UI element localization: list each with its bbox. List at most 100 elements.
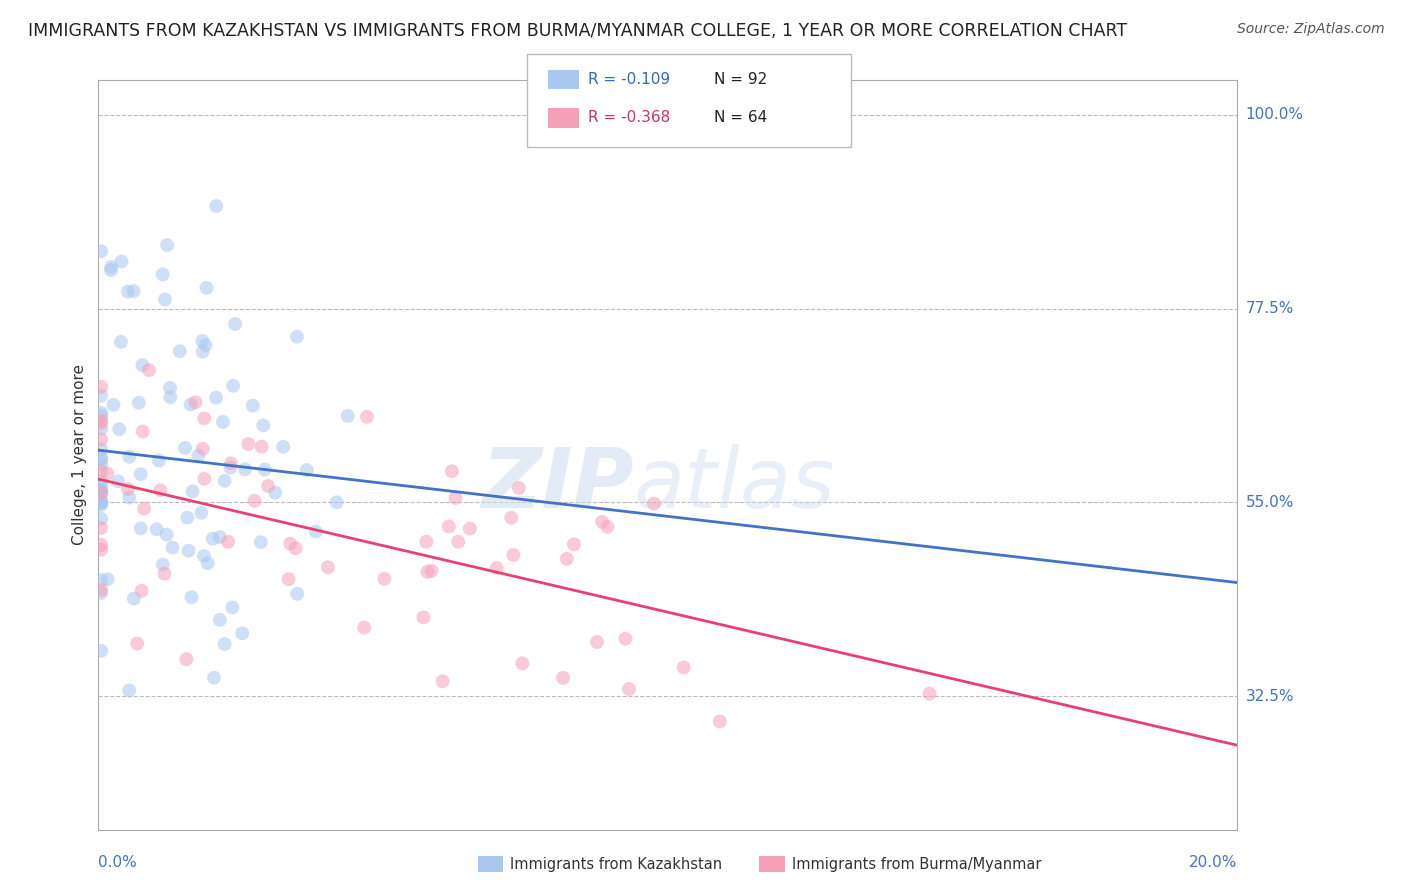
Point bbox=[110, 334, 132, 349]
Point bbox=[90, 486, 112, 500]
Text: atlas: atlas bbox=[634, 444, 835, 525]
Point bbox=[336, 409, 359, 423]
Point bbox=[90, 495, 112, 509]
Point bbox=[432, 674, 454, 689]
Point bbox=[586, 635, 609, 649]
Text: 55.0%: 55.0% bbox=[1246, 495, 1294, 510]
Point bbox=[108, 422, 131, 436]
Point bbox=[132, 425, 155, 439]
Point bbox=[118, 450, 141, 464]
Point bbox=[221, 600, 243, 615]
Point bbox=[117, 482, 139, 496]
Point bbox=[90, 480, 112, 494]
Point bbox=[614, 632, 637, 646]
Point bbox=[201, 532, 224, 546]
Point bbox=[90, 474, 112, 488]
Point bbox=[512, 657, 534, 671]
Text: 0.0%: 0.0% bbox=[98, 855, 138, 870]
Point bbox=[193, 549, 215, 563]
Point bbox=[508, 481, 530, 495]
Point bbox=[129, 467, 152, 481]
Point bbox=[90, 244, 112, 259]
Point bbox=[90, 542, 112, 557]
Point bbox=[90, 483, 112, 498]
Point bbox=[205, 199, 228, 213]
Point bbox=[356, 409, 378, 424]
Point bbox=[90, 416, 112, 430]
Point bbox=[156, 527, 179, 541]
Point bbox=[412, 610, 434, 624]
Point bbox=[90, 586, 112, 600]
Point bbox=[169, 344, 191, 359]
Point bbox=[122, 284, 145, 298]
Point bbox=[90, 486, 112, 500]
Point bbox=[96, 467, 118, 481]
Point bbox=[90, 483, 112, 497]
Point bbox=[242, 399, 264, 413]
Point bbox=[90, 452, 112, 467]
Point bbox=[110, 254, 132, 268]
Point bbox=[437, 519, 460, 533]
Point bbox=[153, 293, 176, 307]
Point bbox=[145, 522, 167, 536]
Point bbox=[325, 495, 347, 509]
Point bbox=[249, 535, 271, 549]
Point bbox=[149, 483, 172, 498]
Point bbox=[176, 510, 198, 524]
Point bbox=[295, 463, 318, 477]
Point bbox=[90, 538, 112, 552]
Point bbox=[284, 541, 307, 556]
Point bbox=[217, 534, 239, 549]
Text: R = -0.368: R = -0.368 bbox=[588, 111, 669, 125]
Text: N = 92: N = 92 bbox=[714, 72, 768, 87]
Point bbox=[502, 548, 524, 562]
Point bbox=[193, 472, 215, 486]
Point bbox=[253, 463, 276, 477]
Point bbox=[444, 491, 467, 505]
Point bbox=[190, 506, 212, 520]
Point bbox=[118, 683, 141, 698]
Point bbox=[90, 450, 112, 465]
Point bbox=[222, 378, 245, 392]
Point bbox=[562, 537, 585, 551]
Point bbox=[100, 260, 122, 274]
Point bbox=[90, 573, 112, 587]
Point bbox=[156, 238, 179, 252]
Point bbox=[134, 501, 156, 516]
Point bbox=[257, 479, 280, 493]
Point bbox=[118, 491, 141, 505]
Point bbox=[103, 398, 125, 412]
Text: Source: ZipAtlas.com: Source: ZipAtlas.com bbox=[1237, 22, 1385, 37]
Point bbox=[128, 395, 150, 409]
Point bbox=[90, 433, 112, 447]
Point bbox=[117, 285, 139, 299]
Point bbox=[458, 522, 481, 536]
Point bbox=[177, 543, 200, 558]
Point bbox=[596, 520, 619, 534]
Point bbox=[152, 268, 174, 282]
Point bbox=[174, 441, 197, 455]
Point bbox=[159, 390, 181, 404]
Text: 20.0%: 20.0% bbox=[1189, 855, 1237, 870]
Point bbox=[440, 464, 463, 478]
Point bbox=[219, 460, 242, 475]
Point bbox=[672, 660, 695, 674]
Point bbox=[205, 391, 228, 405]
Text: 100.0%: 100.0% bbox=[1246, 107, 1303, 122]
Text: 77.5%: 77.5% bbox=[1246, 301, 1294, 316]
Point bbox=[90, 512, 112, 526]
Point bbox=[643, 497, 665, 511]
Point bbox=[90, 458, 112, 472]
Point bbox=[90, 409, 112, 423]
Point bbox=[90, 422, 112, 436]
Point bbox=[197, 556, 219, 570]
Point bbox=[152, 558, 174, 572]
Point bbox=[90, 413, 112, 427]
Point bbox=[148, 453, 170, 467]
Point bbox=[233, 462, 256, 476]
Point bbox=[159, 381, 181, 395]
Point bbox=[90, 582, 112, 597]
Point bbox=[208, 530, 231, 544]
Point bbox=[122, 591, 145, 606]
Point bbox=[231, 626, 253, 640]
